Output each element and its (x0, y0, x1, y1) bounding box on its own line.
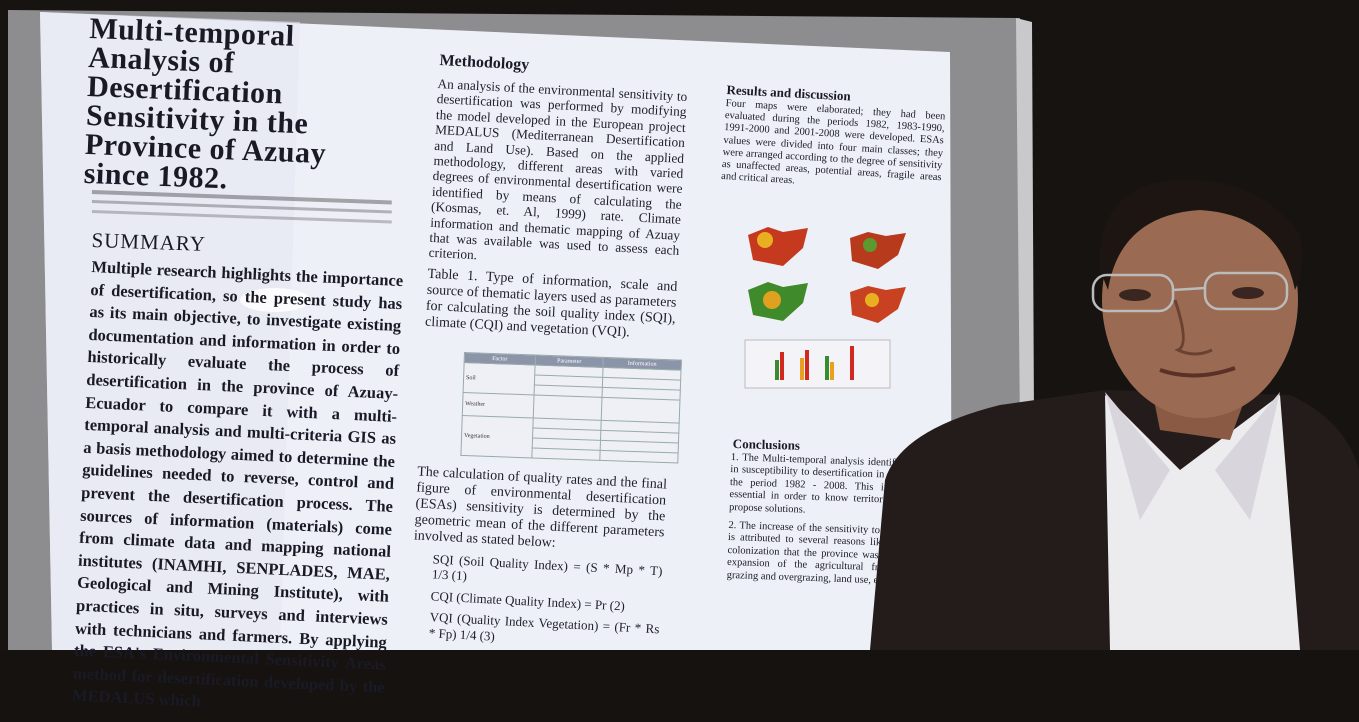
poster-shade (40, 12, 300, 650)
map (850, 286, 906, 323)
map-patch (763, 291, 781, 309)
chart-bar (825, 356, 829, 380)
hair (1099, 179, 1302, 290)
chart-frame (744, 339, 891, 389)
eye (1232, 287, 1264, 299)
photo: Multi-temporal Analysis of Desertificati… (8, 10, 1359, 711)
map-patch (757, 232, 773, 248)
collar (1215, 392, 1280, 520)
mouth (1159, 366, 1236, 378)
chart-bar (850, 346, 854, 380)
authors-line (91, 210, 392, 224)
board-frame (1016, 18, 1034, 430)
map (850, 232, 906, 269)
map-patch (865, 293, 879, 307)
eye (1119, 289, 1151, 301)
glare (240, 288, 310, 312)
maps (748, 227, 906, 323)
chart-bar (805, 350, 809, 380)
person (870, 179, 1359, 650)
results-chart (744, 339, 891, 389)
nose (1173, 299, 1213, 356)
glasses-lens (1091, 273, 1175, 313)
glasses-bridge (1172, 286, 1206, 292)
collar (1105, 392, 1170, 520)
chart-bar (800, 358, 804, 380)
subtitle-line (91, 200, 392, 214)
chart-bar (775, 360, 779, 380)
face (1102, 182, 1298, 418)
map-patch (863, 238, 877, 252)
chart-bar (780, 352, 784, 380)
subtitle-line (91, 190, 392, 205)
glasses-lens (1203, 271, 1289, 311)
chart-bar (830, 362, 834, 380)
